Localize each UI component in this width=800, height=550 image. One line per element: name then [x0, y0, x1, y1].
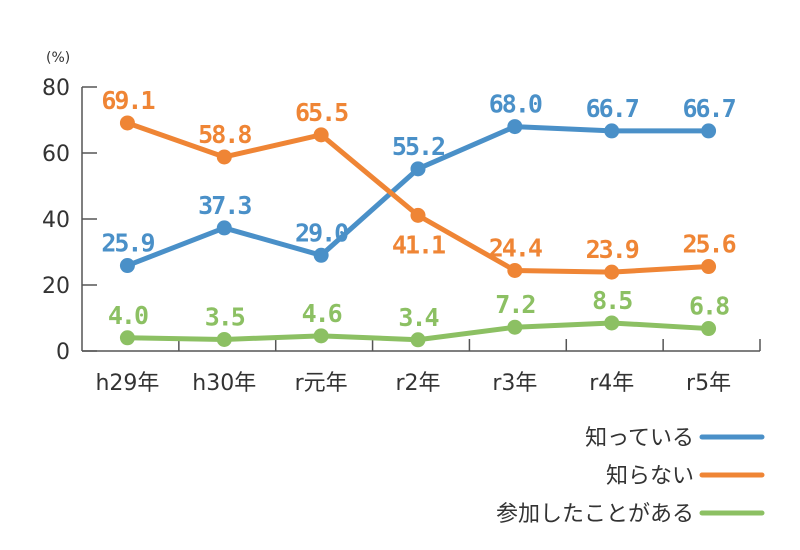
y-tick-label: 60 — [42, 142, 70, 167]
data-label: 6.8 — [689, 292, 729, 321]
data-label: 23.9 — [586, 235, 639, 264]
data-point — [119, 258, 135, 274]
data-point — [604, 315, 620, 331]
data-point — [119, 330, 135, 346]
y-tick-label: 0 — [56, 340, 70, 365]
data-point — [507, 319, 523, 335]
x-tick-label: r2年 — [395, 371, 440, 396]
data-label: 68.0 — [489, 90, 542, 119]
data-point — [507, 119, 523, 135]
data-label: 25.9 — [101, 229, 154, 258]
data-point — [507, 262, 523, 278]
data-label: 66.7 — [586, 94, 639, 123]
data-label: 29.0 — [295, 218, 348, 247]
data-point — [216, 149, 232, 165]
axes: 0 20 40 60 80 h29年 h30年 r元年 r2年 r3年 r4年 r5年 — [42, 76, 761, 396]
data-point — [410, 332, 426, 348]
data-label: 8.5 — [592, 286, 632, 315]
data-point — [701, 259, 717, 275]
legend-label: 知らない — [606, 464, 694, 489]
y-tick-label: 40 — [42, 208, 70, 233]
x-tick-label: r元年 — [295, 371, 348, 396]
y-tick-label: 80 — [42, 76, 70, 101]
data-label: 3.4 — [398, 303, 438, 332]
data-point — [216, 220, 232, 236]
x-tick-label: r4年 — [589, 371, 634, 396]
data-point — [313, 328, 329, 344]
data-label: 4.6 — [302, 299, 342, 328]
legend-label: 参加したことがある — [496, 502, 694, 527]
data-point — [604, 264, 620, 280]
x-tick-label: r3年 — [492, 371, 537, 396]
data-point — [604, 123, 620, 139]
data-point — [313, 127, 329, 143]
x-tick-label: h30年 — [192, 371, 256, 396]
series-lines: 25.9 37.3 29.0 55.2 68.0 66.7 66.7 69.1 58.8 65.5… — [101, 86, 738, 348]
data-label: 24.4 — [489, 233, 542, 262]
y-tick-label: 20 — [42, 274, 70, 299]
data-point — [701, 123, 717, 139]
data-label: 65.5 — [295, 98, 348, 127]
data-label: 3.5 — [205, 302, 245, 331]
data-label: 4.0 — [108, 301, 148, 330]
x-tick-label: h29年 — [95, 371, 159, 396]
x-tick-label: r5年 — [686, 371, 731, 396]
legend-label: 知っている — [585, 426, 694, 451]
data-label: 69.1 — [101, 86, 154, 115]
data-point — [410, 161, 426, 177]
data-label: 37.3 — [198, 191, 251, 220]
data-label: 66.7 — [682, 94, 735, 123]
data-label: 41.1 — [392, 230, 445, 259]
data-point — [313, 247, 329, 263]
data-label: 55.2 — [392, 132, 444, 161]
data-point — [119, 115, 135, 131]
data-point — [701, 321, 717, 337]
data-label: 7.2 — [495, 290, 534, 319]
y-axis-unit-label: (%) — [46, 50, 70, 66]
data-point — [216, 331, 232, 347]
data-point — [410, 207, 426, 223]
data-label: 58.8 — [198, 120, 251, 149]
data-label: 25.6 — [682, 230, 735, 259]
